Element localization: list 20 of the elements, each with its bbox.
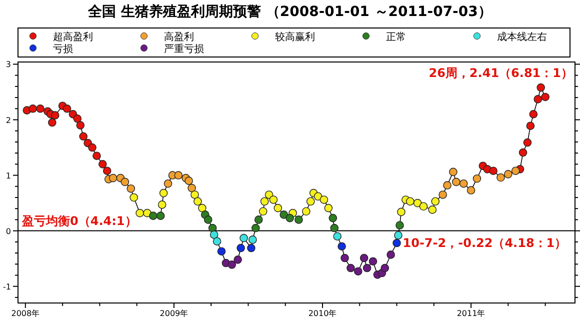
legend-label: 成本线左右	[497, 31, 547, 43]
legend-label: 严重亏损	[164, 43, 204, 55]
y-tick-label: -1	[3, 282, 11, 292]
legend-label: 正常	[386, 31, 406, 43]
legend-label: 较高赢利	[275, 31, 315, 43]
y-tick-label: 2	[6, 116, 11, 125]
ref-line-label: 盈亏均衡0（4.4:1）	[21, 214, 137, 228]
chart-title: 全国 生猪养殖盈利周期预警 （2008-01-01 ～2011-07-03）	[87, 3, 492, 20]
annotation: 10-7-2，-0.22（4.18：1）	[402, 236, 567, 250]
legend-label: 超高盈利	[53, 31, 93, 43]
y-tick-label: 3	[6, 60, 11, 70]
y-tick-label: 1	[6, 171, 11, 180]
legend-label: 高盈利	[164, 31, 194, 43]
x-tick-label: 2011年	[456, 309, 486, 318]
annotation: 26周，2.41（6.81：1）	[428, 66, 573, 80]
y-tick-label: 0	[6, 226, 11, 236]
x-tick-label: 2010年	[308, 309, 337, 318]
x-tick-label: 2008年	[11, 309, 40, 318]
x-tick-label: 2009年	[160, 309, 188, 318]
legend-label: 亏损	[53, 43, 73, 55]
